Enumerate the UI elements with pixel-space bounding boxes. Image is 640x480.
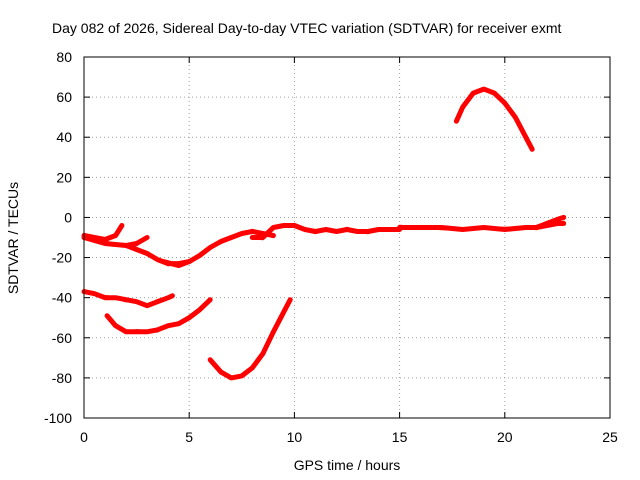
x-tick-label: 25 bbox=[602, 429, 618, 445]
series-noise-track-8 bbox=[82, 289, 174, 308]
y-axis-label: SDTVAR / TECUs bbox=[5, 182, 21, 294]
series-noise-track-5 bbox=[250, 222, 402, 241]
series-noise-track-11 bbox=[454, 87, 534, 151]
x-tick-label: 20 bbox=[497, 429, 513, 445]
y-tick-label: 20 bbox=[56, 169, 72, 185]
series-line-track-9 bbox=[104, 297, 213, 335]
y-tick-label: -80 bbox=[52, 370, 72, 386]
series-noise-track-10 bbox=[208, 298, 292, 379]
series-line-track-11 bbox=[453, 86, 535, 152]
series-noise-track-7 bbox=[534, 217, 566, 230]
x-tick-label: 10 bbox=[287, 429, 303, 445]
y-tick-label: -20 bbox=[52, 250, 72, 266]
x-axis-label: GPS time / hours bbox=[294, 457, 401, 473]
y-tick-label: 0 bbox=[64, 209, 72, 225]
y-tick-label: 80 bbox=[56, 49, 72, 65]
x-tick-label: 15 bbox=[392, 429, 408, 445]
axis-ticks: -100 -80 -60 -40 -20 0 20 40 60 80 0 5 10 15 20 25 bbox=[44, 49, 618, 445]
plot-frame bbox=[83, 56, 611, 419]
y-tick-label: -40 bbox=[52, 290, 72, 306]
x-tick-label: 5 bbox=[185, 429, 193, 445]
y-tick-label: -100 bbox=[44, 410, 72, 426]
series-noise-track-9 bbox=[105, 299, 212, 334]
series-group bbox=[81, 86, 567, 381]
series-line-track-10 bbox=[207, 297, 293, 381]
series-noise-track-1 bbox=[82, 224, 124, 243]
grid bbox=[84, 57, 610, 418]
y-tick-label: 40 bbox=[56, 129, 72, 145]
chart-title: Day 082 of 2026, Sidereal Day-to-day VTE… bbox=[52, 20, 561, 36]
x-tick-label: 0 bbox=[80, 429, 88, 445]
y-tick-label: -60 bbox=[52, 330, 72, 346]
y-tick-label: 60 bbox=[56, 89, 72, 105]
series-noise-track-4 bbox=[162, 228, 275, 267]
